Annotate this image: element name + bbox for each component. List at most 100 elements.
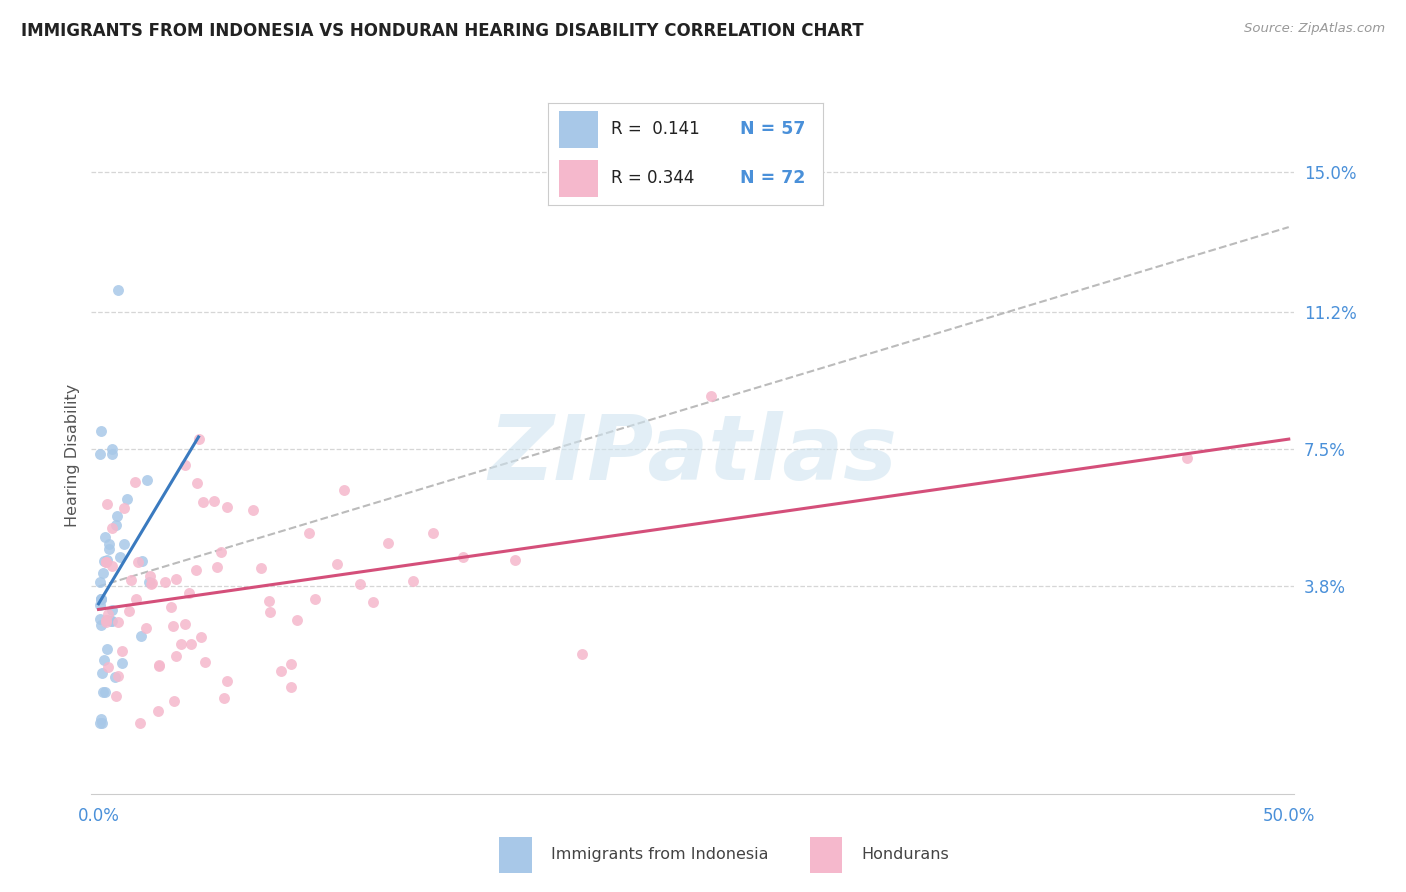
Point	[298, 525, 321, 540]
Point	[402, 574, 425, 588]
Point	[112, 536, 135, 550]
Point	[377, 535, 399, 549]
Point	[250, 561, 273, 575]
Point	[90, 592, 112, 607]
Point	[451, 549, 474, 564]
Point	[101, 614, 124, 628]
Point	[94, 530, 117, 544]
Point	[163, 694, 186, 708]
Point	[180, 637, 202, 651]
Point	[107, 283, 129, 297]
Point	[186, 476, 208, 491]
Point	[148, 658, 170, 673]
Point	[129, 629, 152, 643]
Point	[187, 432, 209, 446]
Point	[89, 575, 111, 590]
Point	[138, 569, 160, 583]
Point	[90, 665, 112, 680]
Point	[97, 659, 120, 673]
Point	[89, 612, 111, 626]
Point	[214, 691, 236, 706]
Text: N = 57: N = 57	[741, 120, 806, 137]
Point	[101, 558, 124, 573]
Point	[349, 577, 371, 591]
Point	[173, 617, 195, 632]
Text: Immigrants from Indonesia: Immigrants from Indonesia	[551, 847, 769, 862]
Point	[93, 566, 115, 580]
Point	[118, 604, 141, 618]
Point	[125, 592, 148, 607]
Point	[104, 689, 127, 703]
Point	[105, 518, 128, 533]
Point	[162, 619, 184, 633]
Bar	[560, 160, 598, 197]
Point	[139, 577, 162, 591]
Point	[100, 603, 122, 617]
Point	[190, 630, 212, 644]
Point	[699, 389, 721, 403]
Point	[94, 555, 117, 569]
Point	[129, 716, 152, 731]
Point	[257, 594, 280, 608]
Point	[90, 592, 112, 607]
Point	[90, 712, 112, 726]
Point	[141, 576, 163, 591]
Text: ZIPatlas: ZIPatlas	[488, 411, 897, 499]
Bar	[560, 111, 598, 148]
Text: Source: ZipAtlas.com: Source: ZipAtlas.com	[1244, 22, 1385, 36]
Point	[111, 644, 134, 658]
Point	[135, 473, 157, 487]
Point	[170, 637, 193, 651]
Point	[131, 554, 153, 568]
Point	[97, 607, 120, 621]
Point	[165, 649, 187, 664]
Point	[111, 656, 134, 670]
Point	[93, 685, 115, 699]
Point	[259, 605, 281, 619]
Point	[94, 613, 117, 627]
Point	[107, 615, 129, 629]
Point	[1175, 451, 1198, 466]
Point	[90, 591, 112, 606]
Point	[105, 508, 128, 523]
Point	[110, 549, 132, 564]
Point	[96, 553, 118, 567]
Point	[270, 664, 292, 678]
Point	[325, 558, 347, 572]
Point	[96, 613, 118, 627]
Point	[174, 458, 197, 472]
Point	[285, 613, 308, 627]
Point	[100, 442, 122, 457]
Point	[96, 642, 118, 657]
Point	[104, 670, 127, 684]
Point	[94, 615, 117, 629]
Point	[117, 491, 139, 506]
Point	[101, 520, 124, 534]
Point	[107, 669, 129, 683]
Point	[333, 483, 356, 498]
Point	[94, 555, 117, 569]
Point	[159, 600, 181, 615]
Point	[93, 554, 115, 568]
Point	[148, 658, 170, 673]
Point	[96, 497, 118, 511]
Bar	[810, 837, 842, 872]
Text: R = 0.344: R = 0.344	[612, 169, 695, 187]
Point	[100, 614, 122, 628]
Point	[179, 586, 201, 600]
Point	[90, 424, 112, 438]
Point	[101, 447, 124, 461]
Point	[97, 537, 120, 551]
Point	[120, 573, 142, 587]
Text: IMMIGRANTS FROM INDONESIA VS HONDURAN HEARING DISABILITY CORRELATION CHART: IMMIGRANTS FROM INDONESIA VS HONDURAN HE…	[21, 22, 863, 40]
Text: N = 72: N = 72	[741, 169, 806, 187]
Text: R =  0.141: R = 0.141	[612, 120, 700, 137]
Point	[94, 685, 117, 699]
Bar	[499, 837, 531, 872]
Point	[209, 544, 232, 558]
Point	[124, 475, 146, 489]
Point	[280, 657, 302, 672]
Point	[217, 500, 239, 514]
Point	[217, 674, 239, 689]
Point	[98, 541, 121, 556]
